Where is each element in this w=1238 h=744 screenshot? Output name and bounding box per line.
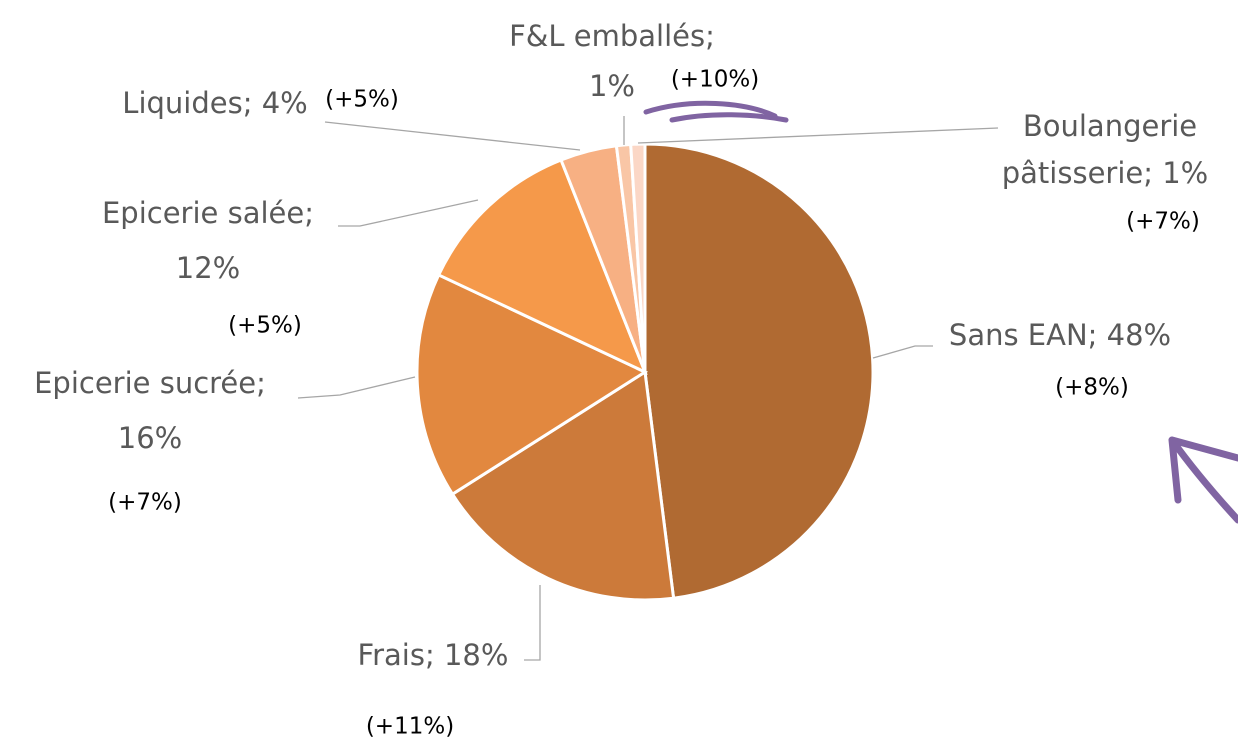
change-annotation: (+8%) xyxy=(1055,375,1129,401)
leader-line xyxy=(297,376,416,399)
arrow xyxy=(1168,436,1238,524)
leader-line xyxy=(524,585,541,661)
pie-slice xyxy=(643,142,875,600)
slice-label: Frais; 18% xyxy=(358,638,509,672)
change-annotation: (+10%) xyxy=(671,67,759,93)
leader-line xyxy=(338,199,479,227)
pie-slice xyxy=(450,369,676,602)
change-annotation: (+7%) xyxy=(1126,209,1200,235)
change-annotation: (+5%) xyxy=(228,313,302,339)
change-annotation: (+5%) xyxy=(325,87,399,113)
slice-label: Epicerie salée; xyxy=(102,196,314,230)
slice-label: Liquides; 4% xyxy=(122,86,307,120)
change-annotation: (+11%) xyxy=(366,714,454,740)
slice-label: Boulangerie xyxy=(1023,109,1197,143)
slice-label: 12% xyxy=(176,251,240,285)
scribble xyxy=(643,100,778,119)
leader-line xyxy=(872,345,933,359)
pie-slice xyxy=(629,142,647,373)
change-annotation: (+7%) xyxy=(108,490,182,516)
pie-slice xyxy=(436,158,648,375)
leader-line xyxy=(637,127,999,144)
slice-label: F&L emballés; xyxy=(509,19,715,53)
slice-label: Epicerie sucrée; xyxy=(34,366,266,400)
scribble xyxy=(669,112,789,123)
pie-slice xyxy=(415,272,649,497)
slice-label: 16% xyxy=(118,421,182,455)
slice-label: 1% xyxy=(589,69,635,103)
slice-label: Sans EAN; 48% xyxy=(949,318,1171,352)
leader-line xyxy=(324,121,581,151)
slice-label: pâtisserie; 1% xyxy=(1002,156,1208,190)
